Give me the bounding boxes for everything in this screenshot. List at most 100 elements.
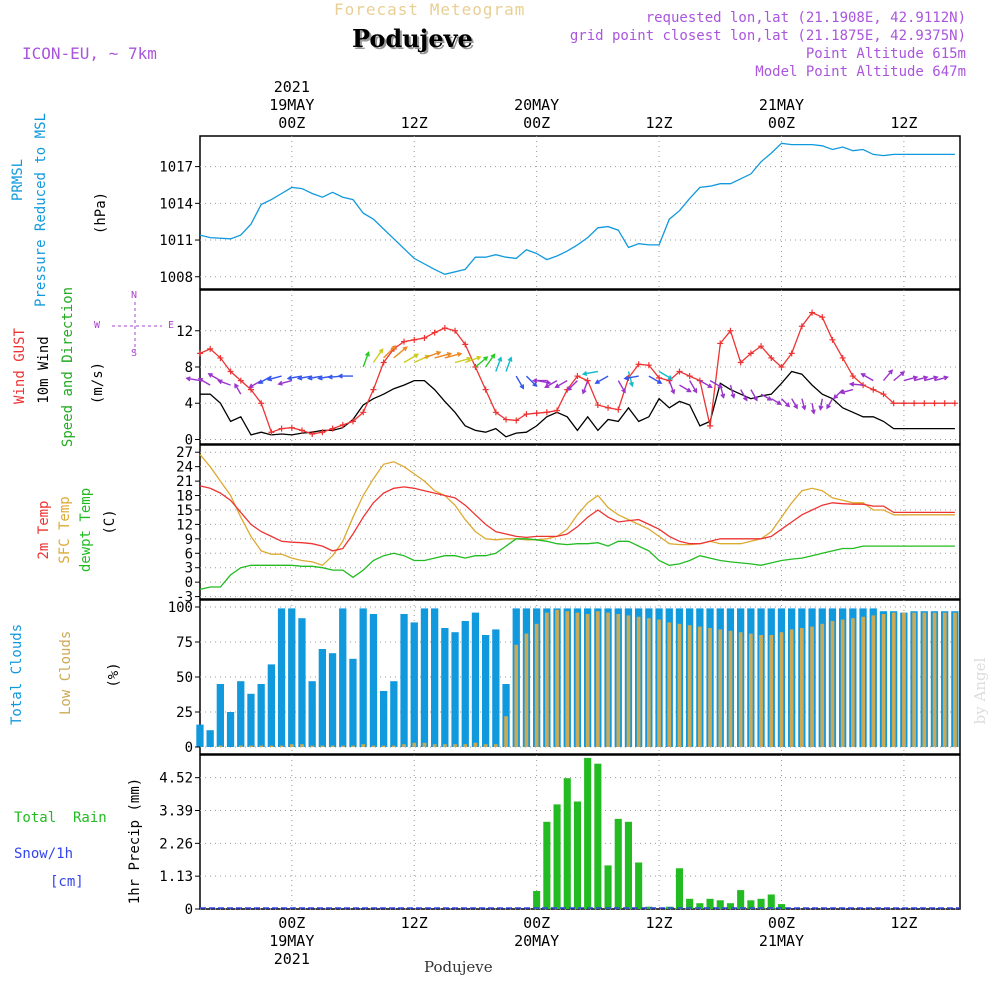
total-cloud-bar — [196, 724, 204, 747]
gust-marker — [258, 400, 265, 407]
low-cloud-bar — [524, 633, 529, 747]
wind-arrow — [424, 350, 442, 359]
temp-2m-label: 2m Temp — [36, 500, 52, 560]
wind-arrow — [770, 398, 782, 405]
top-time-label: 21MAY — [759, 96, 804, 114]
gust-marker — [513, 417, 520, 424]
low-cloud-bar — [239, 745, 243, 747]
gust-marker — [197, 350, 203, 357]
wind-tick-label: 0 — [185, 432, 193, 448]
precip-bar — [543, 821, 551, 909]
wind-arrow — [217, 379, 231, 386]
wind-tick-label: 4 — [185, 396, 193, 412]
low-cloud-bar — [402, 744, 406, 747]
clouds-panel — [196, 608, 959, 747]
precip-bar — [624, 821, 632, 909]
gust-marker — [503, 416, 510, 423]
wind-arrow — [485, 353, 496, 368]
temp-tick-label: 9 — [185, 532, 193, 548]
wind-arrow — [903, 375, 919, 382]
wind-arrow — [531, 378, 547, 384]
total-cloud-bar — [390, 681, 398, 747]
low-cloud-bar — [453, 744, 457, 747]
low-cloud-bar — [392, 745, 396, 747]
gust-marker — [452, 327, 459, 334]
gust-marker — [533, 410, 540, 417]
gust-marker — [554, 407, 561, 414]
low-cloud-bar — [626, 615, 631, 747]
precip-bar — [614, 818, 622, 909]
gust-marker — [788, 350, 795, 357]
wind-arrow — [791, 398, 798, 410]
total-rain-label: Total Rain — [14, 810, 107, 826]
low-cloud-bar — [657, 619, 661, 747]
precip-tick-label: 1.13 — [159, 869, 193, 885]
bottom-time-label: 20MAY — [514, 932, 559, 950]
wind-arrow — [474, 356, 489, 368]
dewpt-line — [199, 538, 955, 591]
wind-arrow — [839, 388, 854, 395]
wind-arrow — [515, 375, 525, 390]
pressure-line — [199, 142, 955, 275]
gust-marker — [931, 400, 938, 407]
gust-marker — [819, 314, 826, 321]
wind-arrow — [689, 380, 698, 394]
total-cloud-bar — [277, 608, 286, 747]
wind-arrow — [699, 379, 713, 389]
gust-marker — [350, 418, 357, 425]
low-cloud-bar — [606, 612, 610, 747]
location-title: Podujeve — [352, 24, 473, 53]
wind-arrow — [801, 398, 807, 411]
precip-axis-label: 1hr Precip (mm) — [127, 777, 143, 905]
total-cloud-bar — [318, 649, 326, 747]
sfc-temp-line — [199, 454, 955, 567]
wind-arrow — [581, 370, 599, 377]
top-time-label: 12Z — [890, 114, 917, 132]
gust-marker — [635, 361, 642, 368]
panel-frames — [199, 135, 961, 910]
precip-bar — [706, 898, 714, 909]
temp-sfc-label: SFC Temp — [57, 496, 73, 564]
low-cloud-bar — [759, 635, 763, 747]
wind-arrow — [826, 398, 834, 410]
temp-tick-label: 3 — [185, 561, 193, 577]
gust-marker — [299, 427, 306, 434]
low-cloud-bar — [902, 612, 906, 747]
gust-marker — [227, 368, 234, 375]
total-cloud-bar — [359, 608, 367, 747]
low-cloud-bar — [708, 628, 712, 747]
top-time-label: 12Z — [401, 114, 428, 132]
grid-point-coords: grid point closest lon,lat (21.1875E, 42… — [569, 28, 966, 44]
wind-arrow — [307, 375, 323, 381]
gust-marker — [605, 404, 612, 411]
wind-arrow — [594, 375, 609, 384]
gust-marker — [778, 364, 785, 370]
temperature-panel — [199, 454, 955, 591]
top-time-label: 2021 — [274, 78, 310, 96]
wind-arrow — [833, 389, 844, 400]
precip-bar — [645, 906, 653, 909]
total-cloud-bar — [369, 614, 378, 747]
total-cloud-bar — [492, 629, 500, 747]
gust-marker — [686, 373, 693, 380]
total-cloud-bar — [451, 632, 459, 747]
gust-marker — [615, 406, 622, 413]
pressure-label-msl: Pressure Reduced to MSL — [33, 113, 49, 307]
gust-marker — [839, 354, 846, 361]
temp-tick-label: -3 — [176, 590, 193, 606]
bottom-time-label: 12Z — [646, 914, 673, 932]
low-cloud-bar — [616, 614, 621, 747]
total-cloud-bar — [441, 628, 449, 747]
gust-marker — [207, 345, 214, 352]
bottom-time-label: 19MAY — [269, 932, 314, 950]
temp-tick-label: 12 — [176, 517, 193, 533]
low-cloud-bar — [922, 612, 927, 747]
wind-arrow — [581, 380, 589, 395]
total-cloud-bar — [247, 693, 255, 747]
wind-arrow — [818, 398, 824, 411]
precip-bar — [757, 898, 765, 909]
low-cloud-bar — [381, 745, 386, 747]
wind-arrow — [729, 384, 736, 399]
wind-arrow — [505, 356, 513, 372]
temp-tick-label: 0 — [185, 575, 193, 591]
